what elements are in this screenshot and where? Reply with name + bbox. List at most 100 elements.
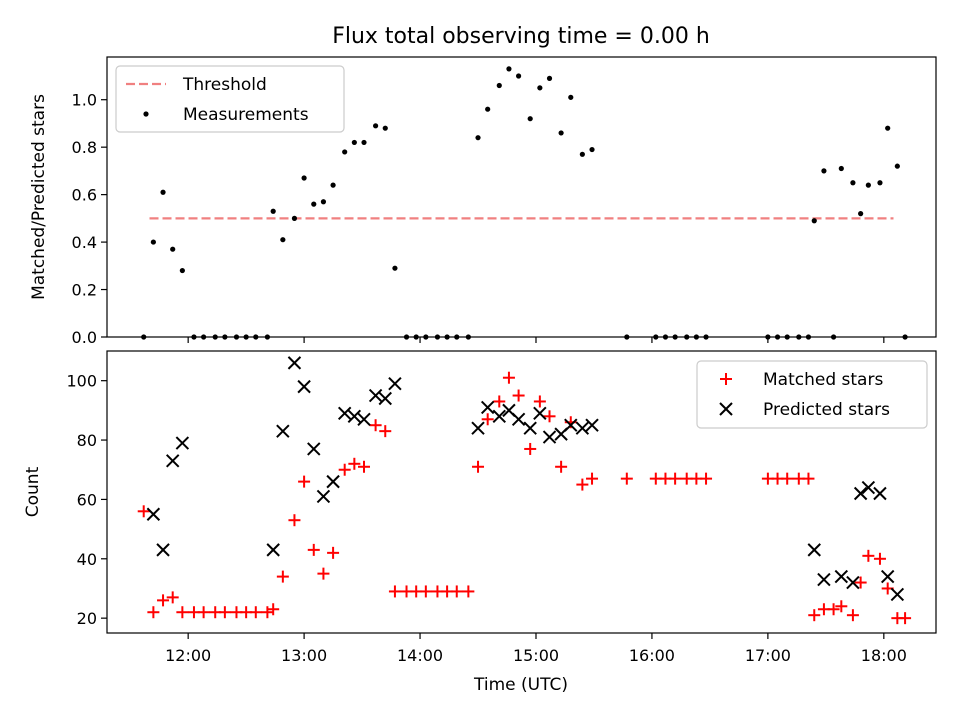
measurement-point bbox=[537, 85, 543, 91]
predicted-star-point bbox=[316, 489, 331, 504]
bottom-y-ticks: 20 40 60 80 100 bbox=[66, 372, 107, 628]
measurement-point bbox=[170, 246, 176, 252]
predicted-star-point bbox=[890, 587, 905, 602]
predicted-star-point bbox=[378, 391, 392, 406]
predicted-star-point bbox=[347, 409, 362, 424]
matched-star-point bbox=[157, 594, 170, 607]
measurement-point bbox=[579, 151, 585, 157]
bottom-y-tick-label: 20 bbox=[77, 609, 97, 628]
matched-star-point bbox=[197, 606, 210, 619]
matched-star-point bbox=[620, 472, 633, 485]
predicted-star-point bbox=[846, 575, 860, 590]
matched-star-point bbox=[472, 460, 485, 473]
bottom-legend-box bbox=[696, 360, 928, 429]
top-x-ticks bbox=[187, 337, 885, 343]
predicted-star-point bbox=[873, 486, 887, 501]
matched-legend-swatch bbox=[720, 373, 732, 385]
measurement-point bbox=[475, 135, 481, 141]
predicted-star-point bbox=[388, 376, 402, 391]
matched-star-point bbox=[781, 472, 794, 485]
predicted-star-point bbox=[287, 356, 302, 370]
matched-star-point bbox=[827, 603, 840, 616]
matched-star-point bbox=[873, 552, 886, 565]
predicted-star-point bbox=[861, 480, 876, 495]
measurement-point bbox=[301, 175, 307, 181]
predicted-star-point bbox=[307, 442, 321, 456]
measurement-point bbox=[179, 267, 185, 274]
predicted-star-point bbox=[523, 421, 537, 435]
measurement-point bbox=[160, 189, 166, 195]
predicted-star-point bbox=[533, 406, 547, 421]
predicted-star-point bbox=[834, 569, 849, 584]
matched-star-point bbox=[543, 410, 556, 423]
matched-star-point bbox=[369, 419, 382, 432]
x-tick-label: 18:00 bbox=[861, 646, 907, 665]
matched-star-point bbox=[307, 543, 320, 556]
top-plot-frame bbox=[106, 56, 937, 338]
measurement-point bbox=[858, 211, 864, 217]
matched-star-point bbox=[462, 585, 475, 598]
matched-star-point bbox=[261, 606, 274, 619]
matched-star-point bbox=[808, 609, 821, 622]
predicted-star-point bbox=[146, 507, 161, 521]
bottom-legend: Matched stars Predicted stars bbox=[696, 360, 928, 429]
matched-star-point bbox=[298, 475, 311, 488]
predicted-star-point bbox=[575, 421, 590, 435]
measurement-point bbox=[894, 163, 900, 169]
predicted-star-point bbox=[807, 543, 821, 557]
top-y-tick-label: 0.8 bbox=[72, 138, 97, 157]
measurement-point bbox=[382, 125, 388, 131]
predicted-star-point bbox=[817, 572, 831, 587]
matched-star-point bbox=[379, 425, 392, 438]
measurement-point bbox=[342, 149, 348, 155]
top-y-ticks: 0.0 0.2 0.4 0.6 0.8 1.0 bbox=[72, 91, 107, 347]
matched-star-point bbox=[419, 585, 432, 598]
measurement-point bbox=[496, 82, 502, 89]
top-legend: Threshold Measurements bbox=[115, 65, 345, 133]
measurements-legend-label: Measurements bbox=[183, 105, 309, 125]
bottom-y-tick-label: 60 bbox=[77, 490, 97, 509]
top-y-tick-label: 0.6 bbox=[72, 186, 97, 205]
measurement-point bbox=[838, 165, 844, 172]
measurement-point bbox=[485, 106, 491, 112]
matched-star-point bbox=[338, 463, 351, 476]
predicted-star-point bbox=[165, 454, 180, 468]
measurement-point bbox=[361, 139, 367, 146]
measurement-point bbox=[351, 139, 357, 146]
predicted-star-point bbox=[880, 569, 895, 584]
predicted-star-point bbox=[357, 412, 371, 426]
measurement-point bbox=[877, 180, 883, 186]
measurement-point bbox=[850, 180, 856, 186]
predicted-star-point bbox=[564, 418, 578, 432]
predicted-star-point bbox=[156, 543, 170, 557]
measurement-point bbox=[280, 237, 286, 243]
measurements-legend-swatch bbox=[143, 111, 149, 117]
matched-star-point bbox=[276, 570, 289, 583]
measurement-point bbox=[546, 75, 553, 81]
matched-star-point bbox=[450, 585, 463, 598]
matched-star-point bbox=[358, 460, 371, 473]
matched-star-point bbox=[267, 603, 280, 616]
measurement-point bbox=[885, 125, 891, 131]
chart-title: Flux total observing time = 0.00 h bbox=[332, 24, 710, 49]
measurement-point bbox=[558, 130, 564, 136]
matched-star-point bbox=[576, 478, 589, 491]
matched-star-point bbox=[493, 395, 506, 408]
predicted-star-point bbox=[276, 424, 290, 438]
matched-star-point bbox=[288, 514, 301, 527]
x-tick-label: 15:00 bbox=[513, 646, 559, 665]
matched-star-point bbox=[502, 371, 515, 384]
matched-star-point bbox=[555, 460, 568, 473]
predicted-star-point bbox=[853, 486, 868, 501]
measurement-point bbox=[320, 199, 327, 205]
matched-star-point bbox=[854, 576, 867, 589]
predicted-star-point bbox=[337, 406, 352, 421]
matched-star-point bbox=[348, 457, 361, 470]
matched-star-point bbox=[862, 549, 875, 562]
matched-star-point bbox=[524, 442, 537, 455]
measurement-point bbox=[291, 215, 298, 221]
measurement-point bbox=[589, 146, 595, 153]
top-y-axis-label: Matched/Predicted stars bbox=[29, 94, 49, 300]
x-tick-label: 17:00 bbox=[745, 646, 791, 665]
